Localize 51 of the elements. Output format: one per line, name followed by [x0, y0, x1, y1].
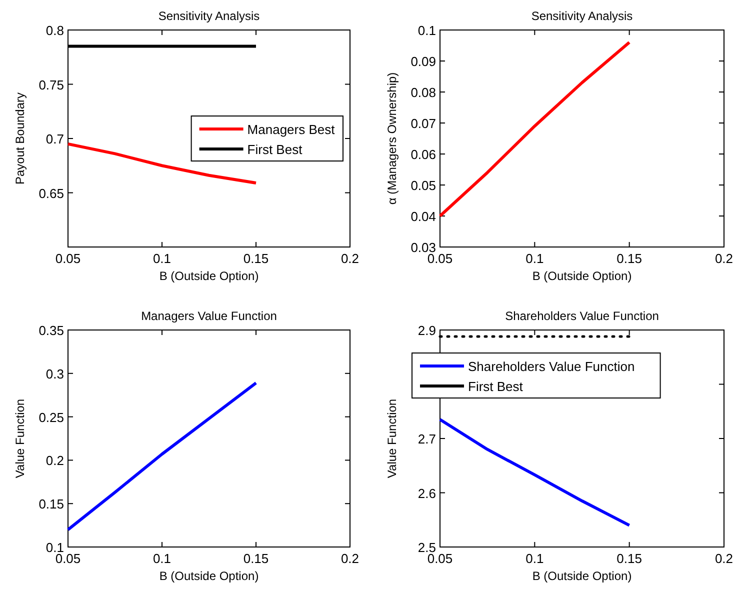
- y-tick-label: 2.7: [418, 432, 436, 446]
- x-axis-title: B (Outside Option): [532, 269, 632, 283]
- line-series: [438, 418, 631, 527]
- x-tick-label: 0.15: [243, 551, 269, 566]
- y-tick-label: 0.06: [410, 147, 436, 162]
- legend-label: First Best: [247, 142, 303, 157]
- legend-label: First Best: [468, 379, 524, 394]
- x-axis-title: B (Outside Option): [532, 569, 632, 583]
- line-series: [438, 40, 631, 218]
- x-axis-title: B (Outside Option): [159, 269, 259, 283]
- line-series: [66, 381, 258, 532]
- y-tick-label: 0.1: [418, 23, 436, 38]
- x-tick-label: 0.05: [55, 251, 81, 266]
- y-tick-label: 2.6: [418, 486, 436, 501]
- y-tick-label: 0.15: [38, 496, 64, 512]
- y-axis-title: Value Function: [385, 398, 399, 478]
- x-tick-label: 0.1: [152, 551, 172, 566]
- y-tick-label: 0.04: [410, 209, 436, 224]
- y-tick-label: 0.65: [38, 186, 64, 201]
- x-tick-label: 0.2: [714, 251, 734, 266]
- legend-label: Shareholders Value Function: [468, 359, 635, 374]
- y-tick-label: 0.7: [46, 132, 64, 146]
- y-tick-label: 0.07: [410, 116, 436, 131]
- y-tick-label: 0.8: [46, 23, 64, 38]
- chart-title: Sensitivity Analysis: [158, 9, 260, 23]
- chart-title: Sensitivity Analysis: [531, 9, 633, 23]
- x-axis-title: B (Outside Option): [159, 569, 259, 583]
- y-tick-label: 0.3: [46, 366, 64, 382]
- y-tick-label: 0.05: [410, 178, 436, 193]
- y-tick-label: 0.25: [38, 410, 64, 425]
- x-tick-label: 0.1: [526, 551, 544, 566]
- x-tick-label: 0.1: [526, 251, 544, 266]
- x-tick-label: 0.2: [340, 251, 360, 266]
- y-tick-label: 0.75: [38, 77, 64, 92]
- y-tick-label: 0.09: [410, 54, 436, 69]
- chart-title: Managers Value Function: [141, 309, 277, 323]
- y-tick-label: 0.2: [46, 453, 64, 468]
- y-axis-title: α (Managers Ownership): [385, 72, 399, 205]
- y-axis-title: Payout Boundary: [13, 92, 27, 185]
- y-axis-title: Value Function: [13, 398, 27, 478]
- y-tick-label: 2.9: [418, 323, 436, 338]
- x-tick-label: 0.2: [340, 551, 360, 566]
- y-tick-label: 0.08: [410, 85, 436, 100]
- x-tick-label: 0.15: [616, 551, 642, 566]
- x-tick-label: 0.2: [714, 551, 734, 566]
- y-tick-label: 0.35: [38, 323, 64, 338]
- x-tick-label: 0.15: [243, 251, 269, 266]
- legend-label: Managers Best: [247, 122, 336, 137]
- x-tick-label: 0.15: [616, 251, 642, 266]
- x-tick-label: 0.1: [152, 251, 172, 266]
- chart-title: Shareholders Value Function: [505, 309, 659, 323]
